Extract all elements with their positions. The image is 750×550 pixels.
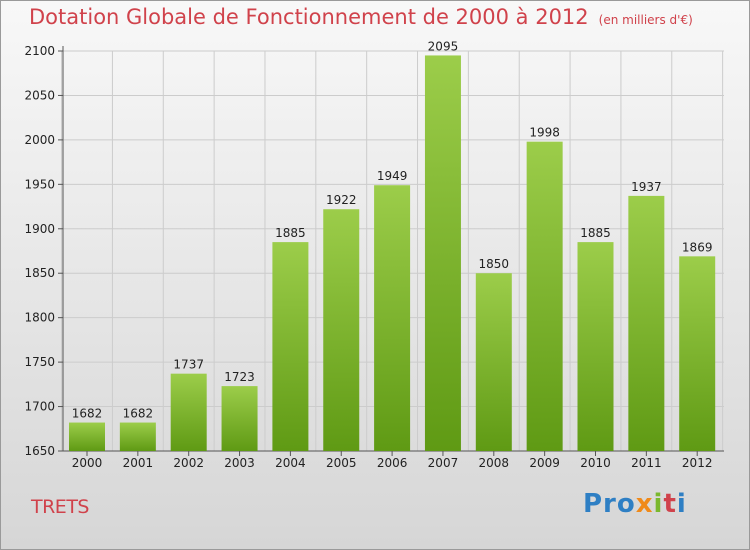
bar bbox=[577, 242, 614, 451]
y-tick-label: 1700 bbox=[24, 400, 55, 414]
proxiti-logo: Proxiti bbox=[583, 489, 687, 519]
commune-name: TRETS bbox=[31, 496, 89, 518]
y-tick-label: 2100 bbox=[24, 44, 55, 58]
x-tick-label: 2006 bbox=[377, 456, 408, 470]
y-tick-label: 1800 bbox=[24, 311, 55, 325]
bar bbox=[221, 386, 258, 451]
data-labels: 1682 1682 1737 1723 1885 1922 1949 2095 1850 1998… bbox=[72, 39, 713, 420]
bar bbox=[69, 422, 105, 451]
chart-title: Dotation Globale de Fonctionnement de 20… bbox=[29, 5, 693, 29]
bar bbox=[272, 242, 309, 451]
bar-value-label: 1922 bbox=[326, 193, 357, 207]
bar-value-label: 1937 bbox=[631, 180, 662, 194]
bar bbox=[424, 55, 461, 451]
x-tick-label: 2007 bbox=[428, 456, 459, 470]
x-tick-label: 2008 bbox=[479, 456, 510, 470]
bar bbox=[679, 256, 716, 451]
x-tick-label: 2000 bbox=[72, 456, 103, 470]
bar-value-label: 1869 bbox=[682, 240, 713, 254]
bar-value-label: 1850 bbox=[479, 257, 510, 271]
bar-value-label: 1885 bbox=[580, 226, 611, 240]
x-tick-label: 2009 bbox=[529, 456, 560, 470]
bar bbox=[374, 185, 411, 451]
bar-value-label: 1682 bbox=[123, 407, 154, 421]
bar bbox=[323, 209, 360, 451]
chart-subtitle: (en milliers d'€) bbox=[598, 13, 693, 27]
bars bbox=[69, 55, 716, 451]
bar-value-label: 1885 bbox=[275, 226, 306, 240]
bar-value-label: 1949 bbox=[377, 169, 408, 183]
bar bbox=[475, 273, 512, 451]
x-tick-label: 2001 bbox=[123, 456, 154, 470]
y-tick-label: 1900 bbox=[24, 222, 55, 236]
y-tick-label: 1850 bbox=[24, 266, 55, 280]
y-tick-label: 1950 bbox=[24, 177, 55, 191]
x-tick-label: 2003 bbox=[224, 456, 255, 470]
x-tick-label: 2005 bbox=[326, 456, 357, 470]
bar-value-label: 1723 bbox=[224, 370, 255, 384]
y-tick-label: 2000 bbox=[24, 133, 55, 147]
y-tick-label: 2050 bbox=[24, 88, 55, 102]
bar bbox=[119, 422, 156, 451]
bar-value-label: 2095 bbox=[428, 39, 459, 53]
bar-value-label: 1682 bbox=[72, 407, 103, 421]
x-tick-label: 2012 bbox=[682, 456, 713, 470]
bar-value-label: 1737 bbox=[173, 358, 204, 372]
y-tick-label: 1750 bbox=[24, 355, 55, 369]
bar-value-label: 1998 bbox=[529, 126, 560, 140]
y-tick-label: 1650 bbox=[24, 444, 55, 458]
bar bbox=[170, 373, 207, 451]
title-text: Dotation Globale de Fonctionnement de 20… bbox=[29, 5, 589, 29]
x-tick-label: 2002 bbox=[173, 456, 204, 470]
bar bbox=[526, 141, 563, 451]
x-tick-label: 2011 bbox=[631, 456, 662, 470]
x-tick-label: 2004 bbox=[275, 456, 306, 470]
axes: 1650 1700 1750 1800 1850 1900 1950 2000 2050 2100… bbox=[24, 44, 724, 470]
x-tick-label: 2010 bbox=[580, 456, 611, 470]
bar bbox=[628, 195, 665, 451]
